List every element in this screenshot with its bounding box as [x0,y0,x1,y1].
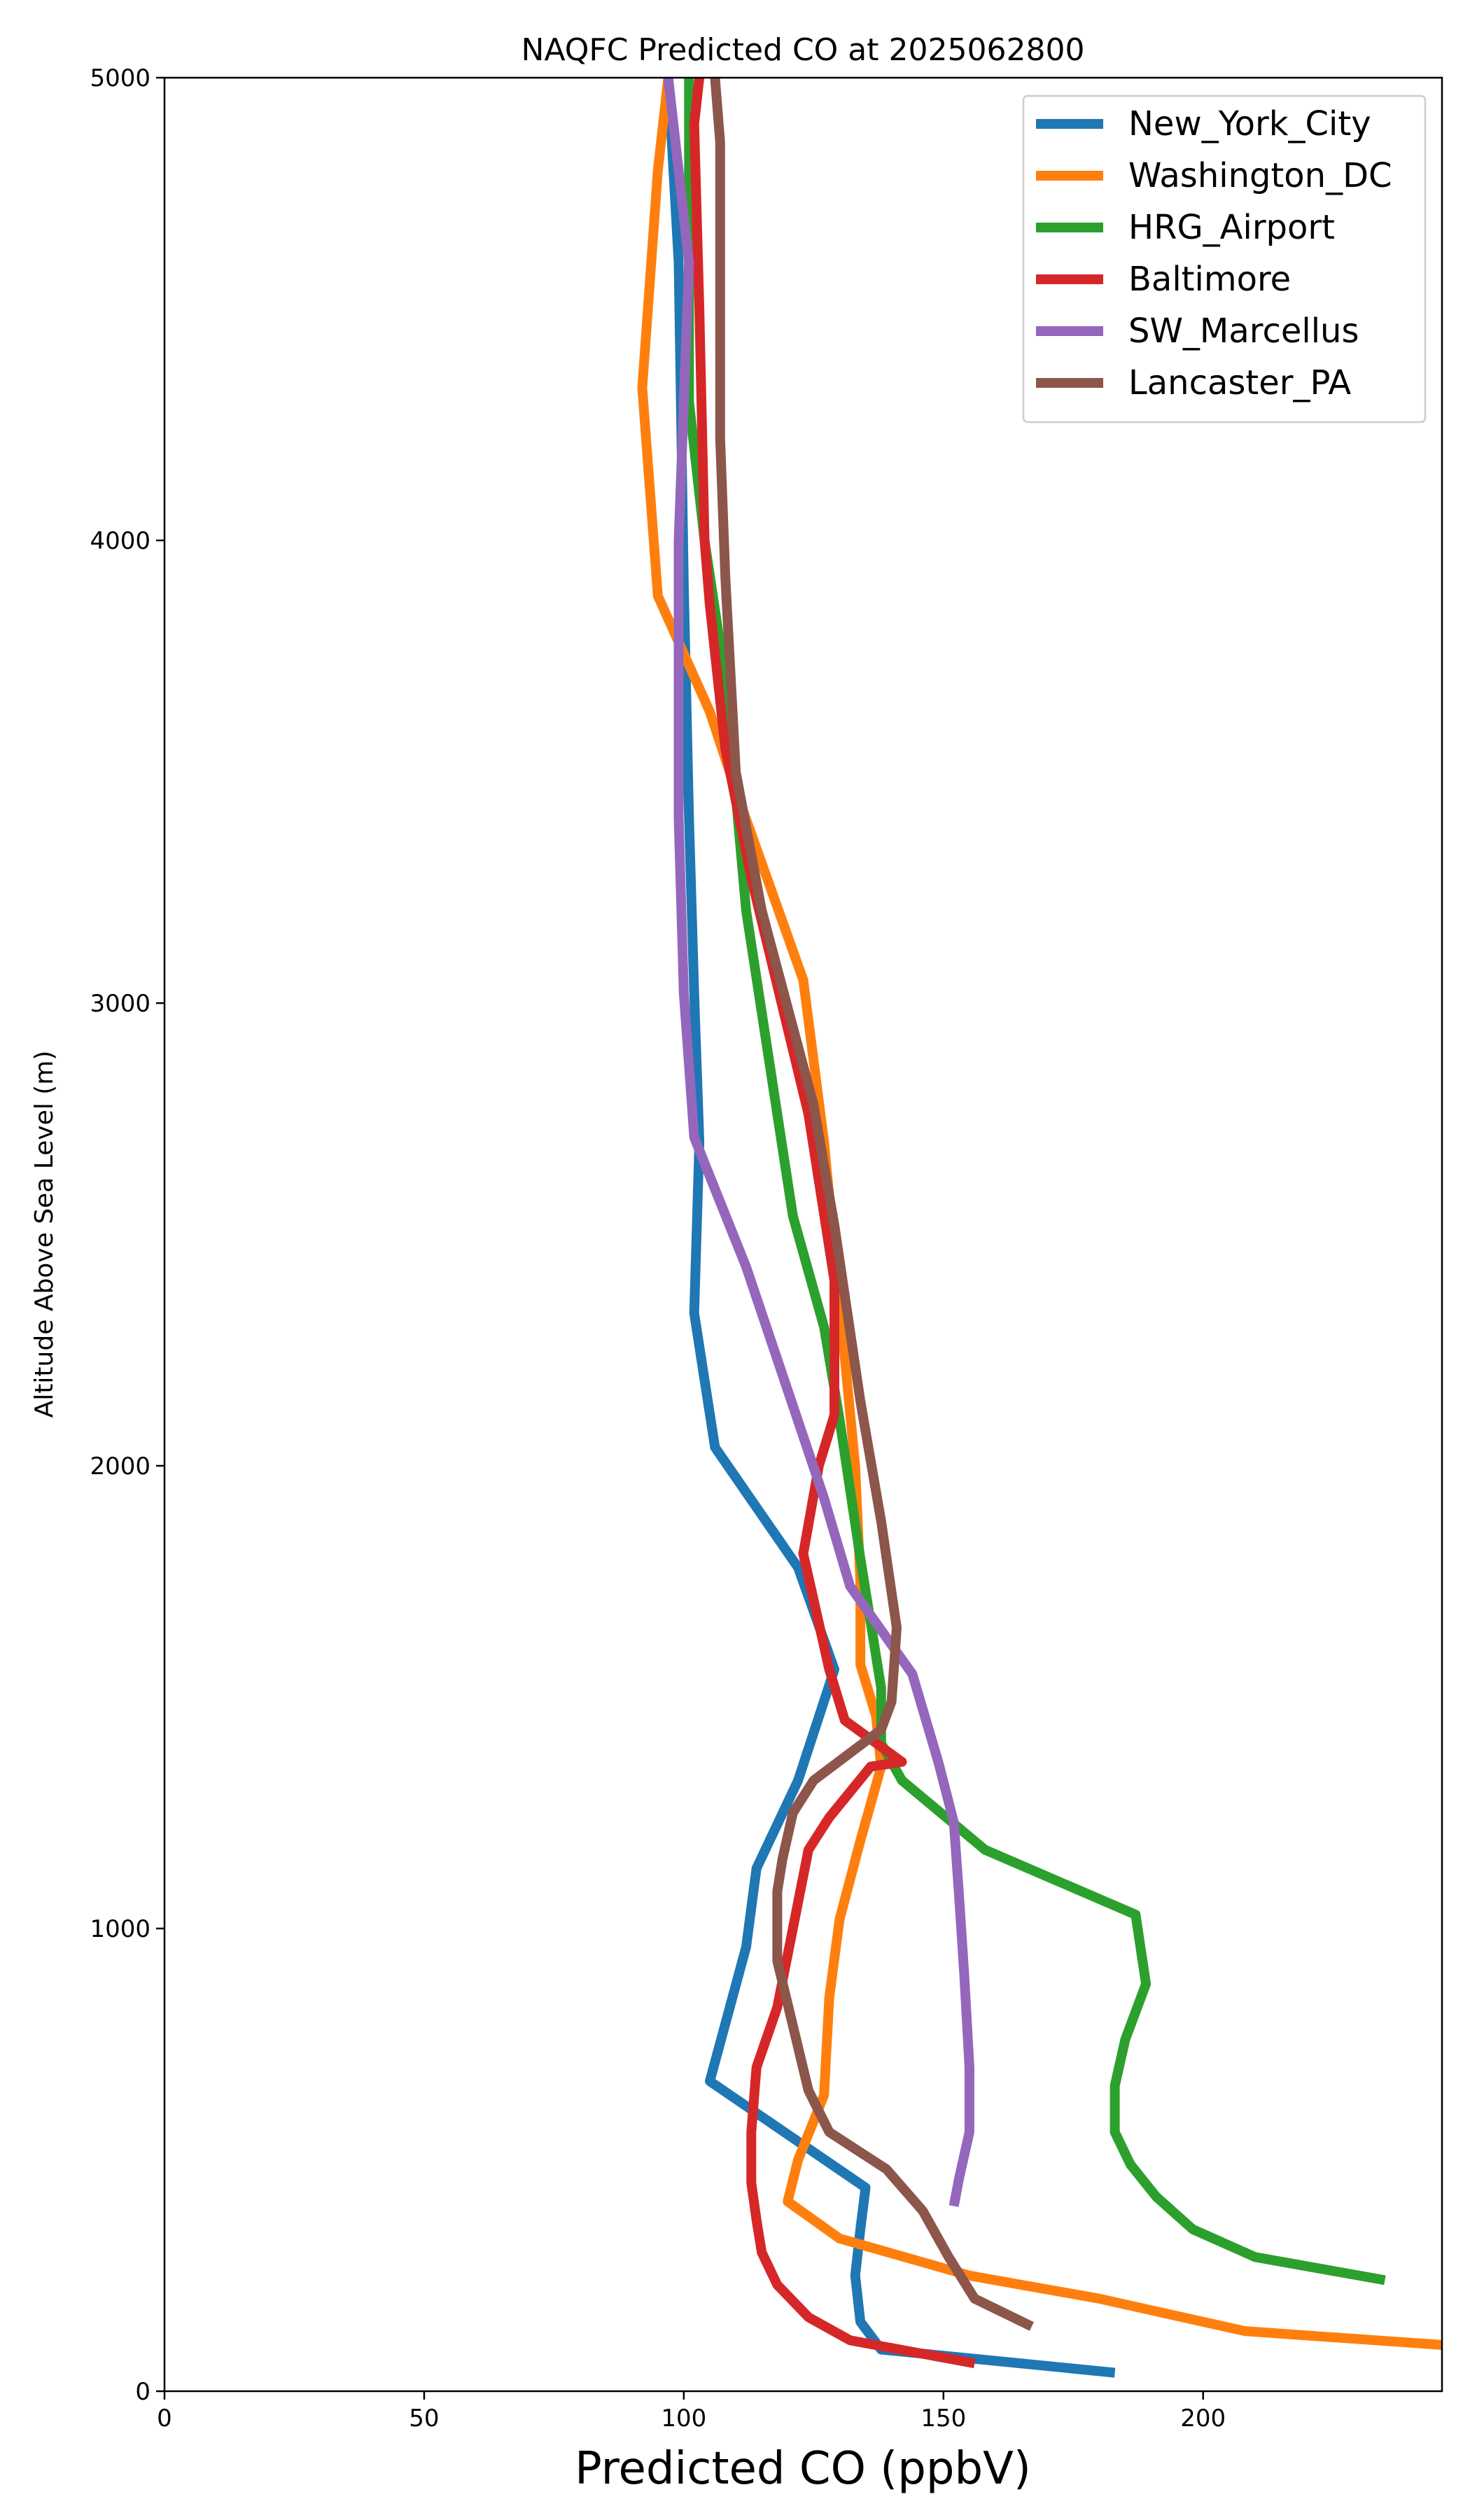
y-tick-label: 0 [135,2378,150,2406]
legend: New_York_City Washington_DC HRG_Airport Bal… [1022,94,1427,424]
y-axis-label: Altitude Above Sea Level (m) [30,1051,59,1418]
y-tick-label: 3000 [90,990,150,1018]
x-tick-label: 100 [661,2404,706,2432]
legend-label: Baltimore [1128,260,1291,299]
x-tick-label: 200 [1180,2404,1226,2432]
legend-label: Washington_DC [1128,156,1392,195]
plot-frame [163,76,1443,2393]
series-line-washington-dc [637,78,1442,2350]
y-axis: 0 1000 2000 3000 4000 5000 [90,64,164,2406]
x-tick-label: 50 [409,2404,439,2432]
legend-label: HRG_Airport [1128,208,1335,247]
legend-box [1022,94,1427,424]
series-line-sw-marcellus [663,78,974,2207]
x-axis-label: Predicted CO (ppbV) [575,2443,1031,2495]
legend-label: SW_Marcellus [1128,312,1359,351]
chart-title: NAQFC Predicted CO at 2025062800 [522,32,1085,68]
legend-label: New_York_City [1128,104,1371,144]
y-tick-label: 5000 [90,64,150,92]
series-layer [637,78,1442,2378]
x-tick-label: 150 [920,2404,966,2432]
x-axis: 0 50 100 150 200 [157,2391,1226,2432]
series-line-new-york-city [663,78,1116,2378]
series-line-baltimore [689,78,976,2369]
y-tick-label: 1000 [90,1915,150,1943]
series-line-lancaster-pa [710,78,1034,2331]
y-tick-label: 4000 [90,527,150,555]
legend-label: Lancaster_PA [1128,363,1351,402]
y-tick-label: 2000 [90,1452,150,1480]
x-tick-label: 0 [157,2404,172,2432]
